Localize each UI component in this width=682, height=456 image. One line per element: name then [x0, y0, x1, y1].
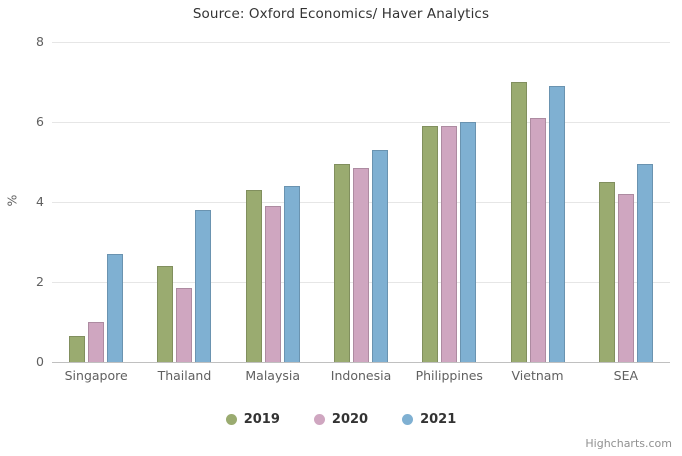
legend-marker-circle-icon	[313, 413, 325, 425]
bar-malaysia-2019[interactable]	[245, 190, 262, 362]
bar-thailand-2019[interactable]	[157, 266, 174, 362]
x-axis-line	[52, 362, 670, 363]
bar-sea-2021[interactable]	[636, 164, 653, 362]
bar-singapore-2020[interactable]	[88, 322, 105, 362]
plot-area	[52, 42, 670, 363]
bar-philippines-2020[interactable]	[441, 126, 458, 362]
bar-indonesia-2021[interactable]	[372, 150, 388, 362]
bar-vietnam-2021[interactable]	[548, 86, 565, 362]
legend-marker-circle-icon	[225, 413, 237, 425]
bar-group	[69, 42, 124, 362]
bar-group	[598, 42, 653, 362]
y-axis-tick-label: 0	[36, 354, 44, 369]
y-axis-tick-label: 4	[36, 194, 44, 209]
gridline-8	[52, 42, 670, 43]
legend-item-2021[interactable]: 2021	[402, 412, 456, 427]
bar-sea-2020[interactable]	[617, 194, 634, 362]
x-axis-tick-singapore: Singapore	[64, 368, 128, 383]
legend-label: 2021	[420, 411, 457, 427]
bar-group	[510, 42, 565, 362]
x-axis-tick-thailand: Thailand	[157, 368, 212, 383]
y-axis-ticks: 0 2 4 6 8	[0, 34, 44, 369]
y-axis-label: %	[4, 194, 20, 207]
bar-philippines-2021[interactable]	[460, 122, 477, 362]
x-axis-tick-indonesia: Indonesia	[330, 368, 392, 383]
bar-indonesia-2019[interactable]	[334, 164, 350, 362]
bar-group	[157, 42, 212, 362]
gridline-6	[52, 122, 670, 123]
y-axis-tick-label: 6	[36, 114, 44, 129]
bar-group	[422, 42, 477, 362]
bar-indonesia-2020[interactable]	[353, 168, 369, 362]
bar-malaysia-2020[interactable]	[264, 206, 281, 362]
y-axis-tick-label: 2	[36, 274, 44, 289]
bar-malaysia-2021[interactable]	[283, 186, 300, 362]
bar-group	[245, 42, 300, 362]
x-axis-labels: Singapore Thailand Malaysia Indonesia Philip…	[52, 368, 670, 392]
credits-label: Highcharts.com	[585, 437, 672, 450]
x-axis-tick-philippines: Philippines	[415, 368, 483, 383]
bar-singapore-2019[interactable]	[69, 336, 86, 362]
chart-legend: 2019 2020 2021	[0, 406, 682, 432]
x-axis-tick-sea: SEA	[613, 368, 639, 383]
legend-label: 2020	[331, 411, 369, 427]
x-axis-tick-vietnam: Vietnam	[511, 368, 564, 383]
chart-title: Source: Oxford Economics/ Haver Analytic…	[192, 6, 490, 22]
x-axis-tick-malaysia: Malaysia	[245, 368, 301, 383]
bar-sea-2019[interactable]	[598, 182, 615, 362]
bar-vietnam-2019[interactable]	[510, 82, 527, 362]
legend-marker-circle-icon	[402, 413, 414, 425]
y-axis-tick-label: 8	[36, 34, 44, 49]
bar-group	[334, 42, 388, 362]
legend-item-2019[interactable]: 2019	[225, 411, 280, 427]
bar-thailand-2020[interactable]	[176, 288, 193, 362]
bar-thailand-2021[interactable]	[195, 210, 212, 362]
legend-label: 2019	[243, 411, 280, 427]
bar-vietnam-2020[interactable]	[529, 118, 546, 362]
bar-singapore-2021[interactable]	[107, 254, 124, 362]
bar-philippines-2019[interactable]	[422, 126, 439, 362]
legend-item-2020[interactable]: 2020	[313, 411, 369, 427]
